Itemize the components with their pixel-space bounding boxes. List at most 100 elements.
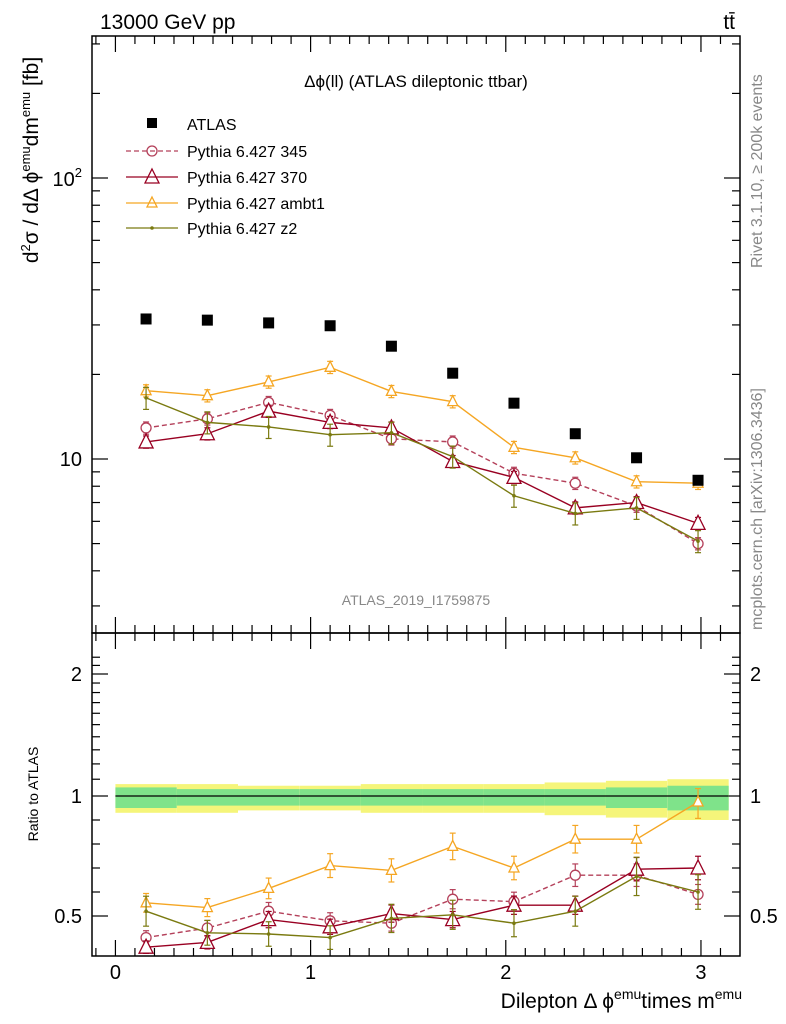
legend-marker-345 bbox=[146, 145, 158, 157]
ratio-ylabel: Ratio to ATLAS bbox=[25, 747, 41, 842]
main-plot-area bbox=[138, 313, 707, 554]
main-point-marker bbox=[569, 477, 581, 489]
main-point-marker bbox=[266, 425, 271, 429]
ratio-point-marker bbox=[512, 921, 516, 925]
ratio-band-inner bbox=[237, 789, 300, 806]
energy-label: 13000 GeV pp bbox=[100, 11, 235, 34]
main-point-marker bbox=[263, 317, 275, 329]
main-point-marker bbox=[138, 432, 155, 449]
ratio-point-marker bbox=[144, 909, 148, 913]
legend-marker-370 bbox=[143, 167, 161, 184]
main-point-marker bbox=[140, 313, 152, 325]
main-point-marker bbox=[569, 450, 582, 463]
ratio-point-marker bbox=[385, 862, 398, 876]
legend-marker-atlas bbox=[147, 118, 157, 128]
ratio-point-marker bbox=[389, 916, 394, 921]
legend-label-370: Pythia 6.427 370 bbox=[187, 170, 307, 187]
legend-marker-z2 bbox=[150, 226, 154, 230]
ratio-point-marker bbox=[262, 880, 275, 894]
legend-label-ambt1: Pythia 6.427 ambt1 bbox=[187, 196, 325, 213]
ratio-point-marker bbox=[569, 869, 581, 881]
process-label: tt̄ bbox=[723, 11, 735, 34]
ratio-point-marker bbox=[205, 931, 210, 935]
ratio-point-marker bbox=[630, 831, 643, 844]
ratio-series-line-2 bbox=[146, 801, 699, 909]
xtick-label: 1 bbox=[305, 962, 316, 984]
watermark: ATLAS_2019_I1759875 bbox=[342, 592, 491, 608]
main-point-marker bbox=[324, 359, 337, 372]
ratio-point-marker bbox=[328, 935, 332, 940]
ratio-band-inner bbox=[422, 789, 484, 806]
main-point-marker bbox=[447, 367, 459, 379]
ratio-ytick-label-right: 2 bbox=[750, 664, 761, 686]
main-series-4 bbox=[143, 386, 702, 554]
main-point-marker bbox=[447, 436, 459, 448]
main-series-line-4 bbox=[145, 397, 699, 542]
ratio-point-marker bbox=[324, 858, 337, 871]
main-point-marker bbox=[507, 439, 521, 453]
main-ylabel: d2σ / dΔ ϕemudmemu [fb] bbox=[18, 57, 43, 263]
ratio-point-marker bbox=[138, 937, 155, 954]
ratio-point-marker bbox=[573, 909, 578, 913]
ratio-band-inner bbox=[176, 789, 238, 806]
main-point-marker bbox=[512, 493, 516, 498]
xlabel: Dilepton Δ ϕemutimes memu bbox=[501, 986, 742, 1013]
ratio-series-line-0 bbox=[145, 874, 699, 939]
main-point-marker bbox=[446, 394, 459, 407]
ratio-ytick-label-right: 0.5 bbox=[750, 906, 778, 928]
main-point-marker bbox=[505, 467, 523, 485]
ratio-band-inner bbox=[299, 789, 361, 806]
ratio-ytick-label-left: 1 bbox=[71, 786, 82, 808]
main-series-line-3 bbox=[146, 366, 699, 484]
ratio-ytick-label-right: 1 bbox=[750, 786, 761, 808]
ratio-band-inner bbox=[483, 789, 545, 806]
ratio-ytick-label-left: 2 bbox=[71, 664, 82, 686]
main-point-marker bbox=[140, 422, 152, 434]
main-series-line-2 bbox=[145, 410, 699, 525]
main-point-marker bbox=[389, 430, 394, 435]
ratio-band-inner bbox=[360, 789, 423, 806]
ratio-series-1 bbox=[138, 855, 707, 955]
main-point-marker bbox=[385, 383, 398, 397]
main-series-2 bbox=[138, 401, 707, 531]
ratio-point-marker bbox=[201, 900, 214, 913]
ratio-panel-frame bbox=[91, 632, 741, 957]
ratio-point-marker bbox=[446, 838, 459, 852]
main-point-marker bbox=[260, 401, 277, 418]
legend: ATLAS Pythia 6.427 345 Pythia 6.427 370 … bbox=[126, 117, 325, 238]
ratio-point-marker bbox=[569, 831, 582, 844]
ratio-plot-area bbox=[115, 779, 729, 955]
legend-marker-ambt1 bbox=[145, 195, 159, 208]
main-point-marker bbox=[630, 474, 643, 487]
main-point-marker bbox=[508, 397, 520, 409]
main-point-marker bbox=[631, 452, 643, 464]
xtick-label: 3 bbox=[695, 962, 706, 984]
ratio-band-inner bbox=[115, 787, 177, 808]
plot-title: Δϕ(ll) (ATLAS dileptonic ttbar) bbox=[304, 72, 528, 91]
main-series-line-1 bbox=[145, 401, 699, 545]
ratio-tick-labels: 2 2 1 1 0.5 0.5 0 1 2 3 bbox=[54, 664, 778, 984]
main-point-marker bbox=[450, 454, 455, 459]
ratio-point-marker bbox=[507, 860, 521, 873]
ratio-series-0 bbox=[140, 863, 704, 946]
ratio-band-inner bbox=[605, 787, 668, 808]
main-point-marker bbox=[573, 511, 578, 516]
main-series-1 bbox=[140, 395, 704, 551]
legend-label-z2: Pythia 6.427 z2 bbox=[187, 221, 297, 238]
ratio-point-marker bbox=[691, 794, 705, 807]
main-axis-ticks bbox=[92, 36, 740, 956]
ratio-point-marker bbox=[634, 874, 639, 879]
mcplots-label: mcplots.cern.ch [arXiv:1306.3436] bbox=[749, 388, 766, 630]
ratio-series-line-3 bbox=[145, 875, 699, 939]
ratio-axis-ticks bbox=[92, 656, 740, 917]
legend-label-345: Pythia 6.427 345 bbox=[187, 144, 307, 161]
main-point-marker bbox=[634, 506, 639, 510]
main-series-0 bbox=[140, 313, 704, 486]
legend-label-atlas: ATLAS bbox=[187, 117, 237, 134]
main-point-marker bbox=[201, 388, 214, 401]
ratio-point-marker bbox=[450, 913, 455, 917]
main-ytick-label-100: 102 bbox=[53, 165, 82, 191]
ratio-ytick-label-left: 0.5 bbox=[54, 906, 82, 928]
ratio-series-line-1 bbox=[146, 867, 699, 948]
